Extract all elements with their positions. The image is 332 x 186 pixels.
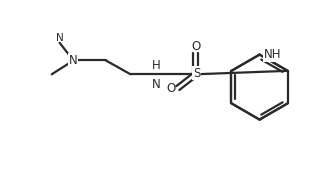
Text: O: O xyxy=(167,82,176,94)
Text: S: S xyxy=(193,67,200,80)
Text: N: N xyxy=(152,78,161,91)
Text: H: H xyxy=(152,59,161,72)
Text: NH: NH xyxy=(264,48,281,61)
Text: N: N xyxy=(69,54,78,67)
Text: O: O xyxy=(191,40,200,53)
Text: N: N xyxy=(56,33,63,43)
